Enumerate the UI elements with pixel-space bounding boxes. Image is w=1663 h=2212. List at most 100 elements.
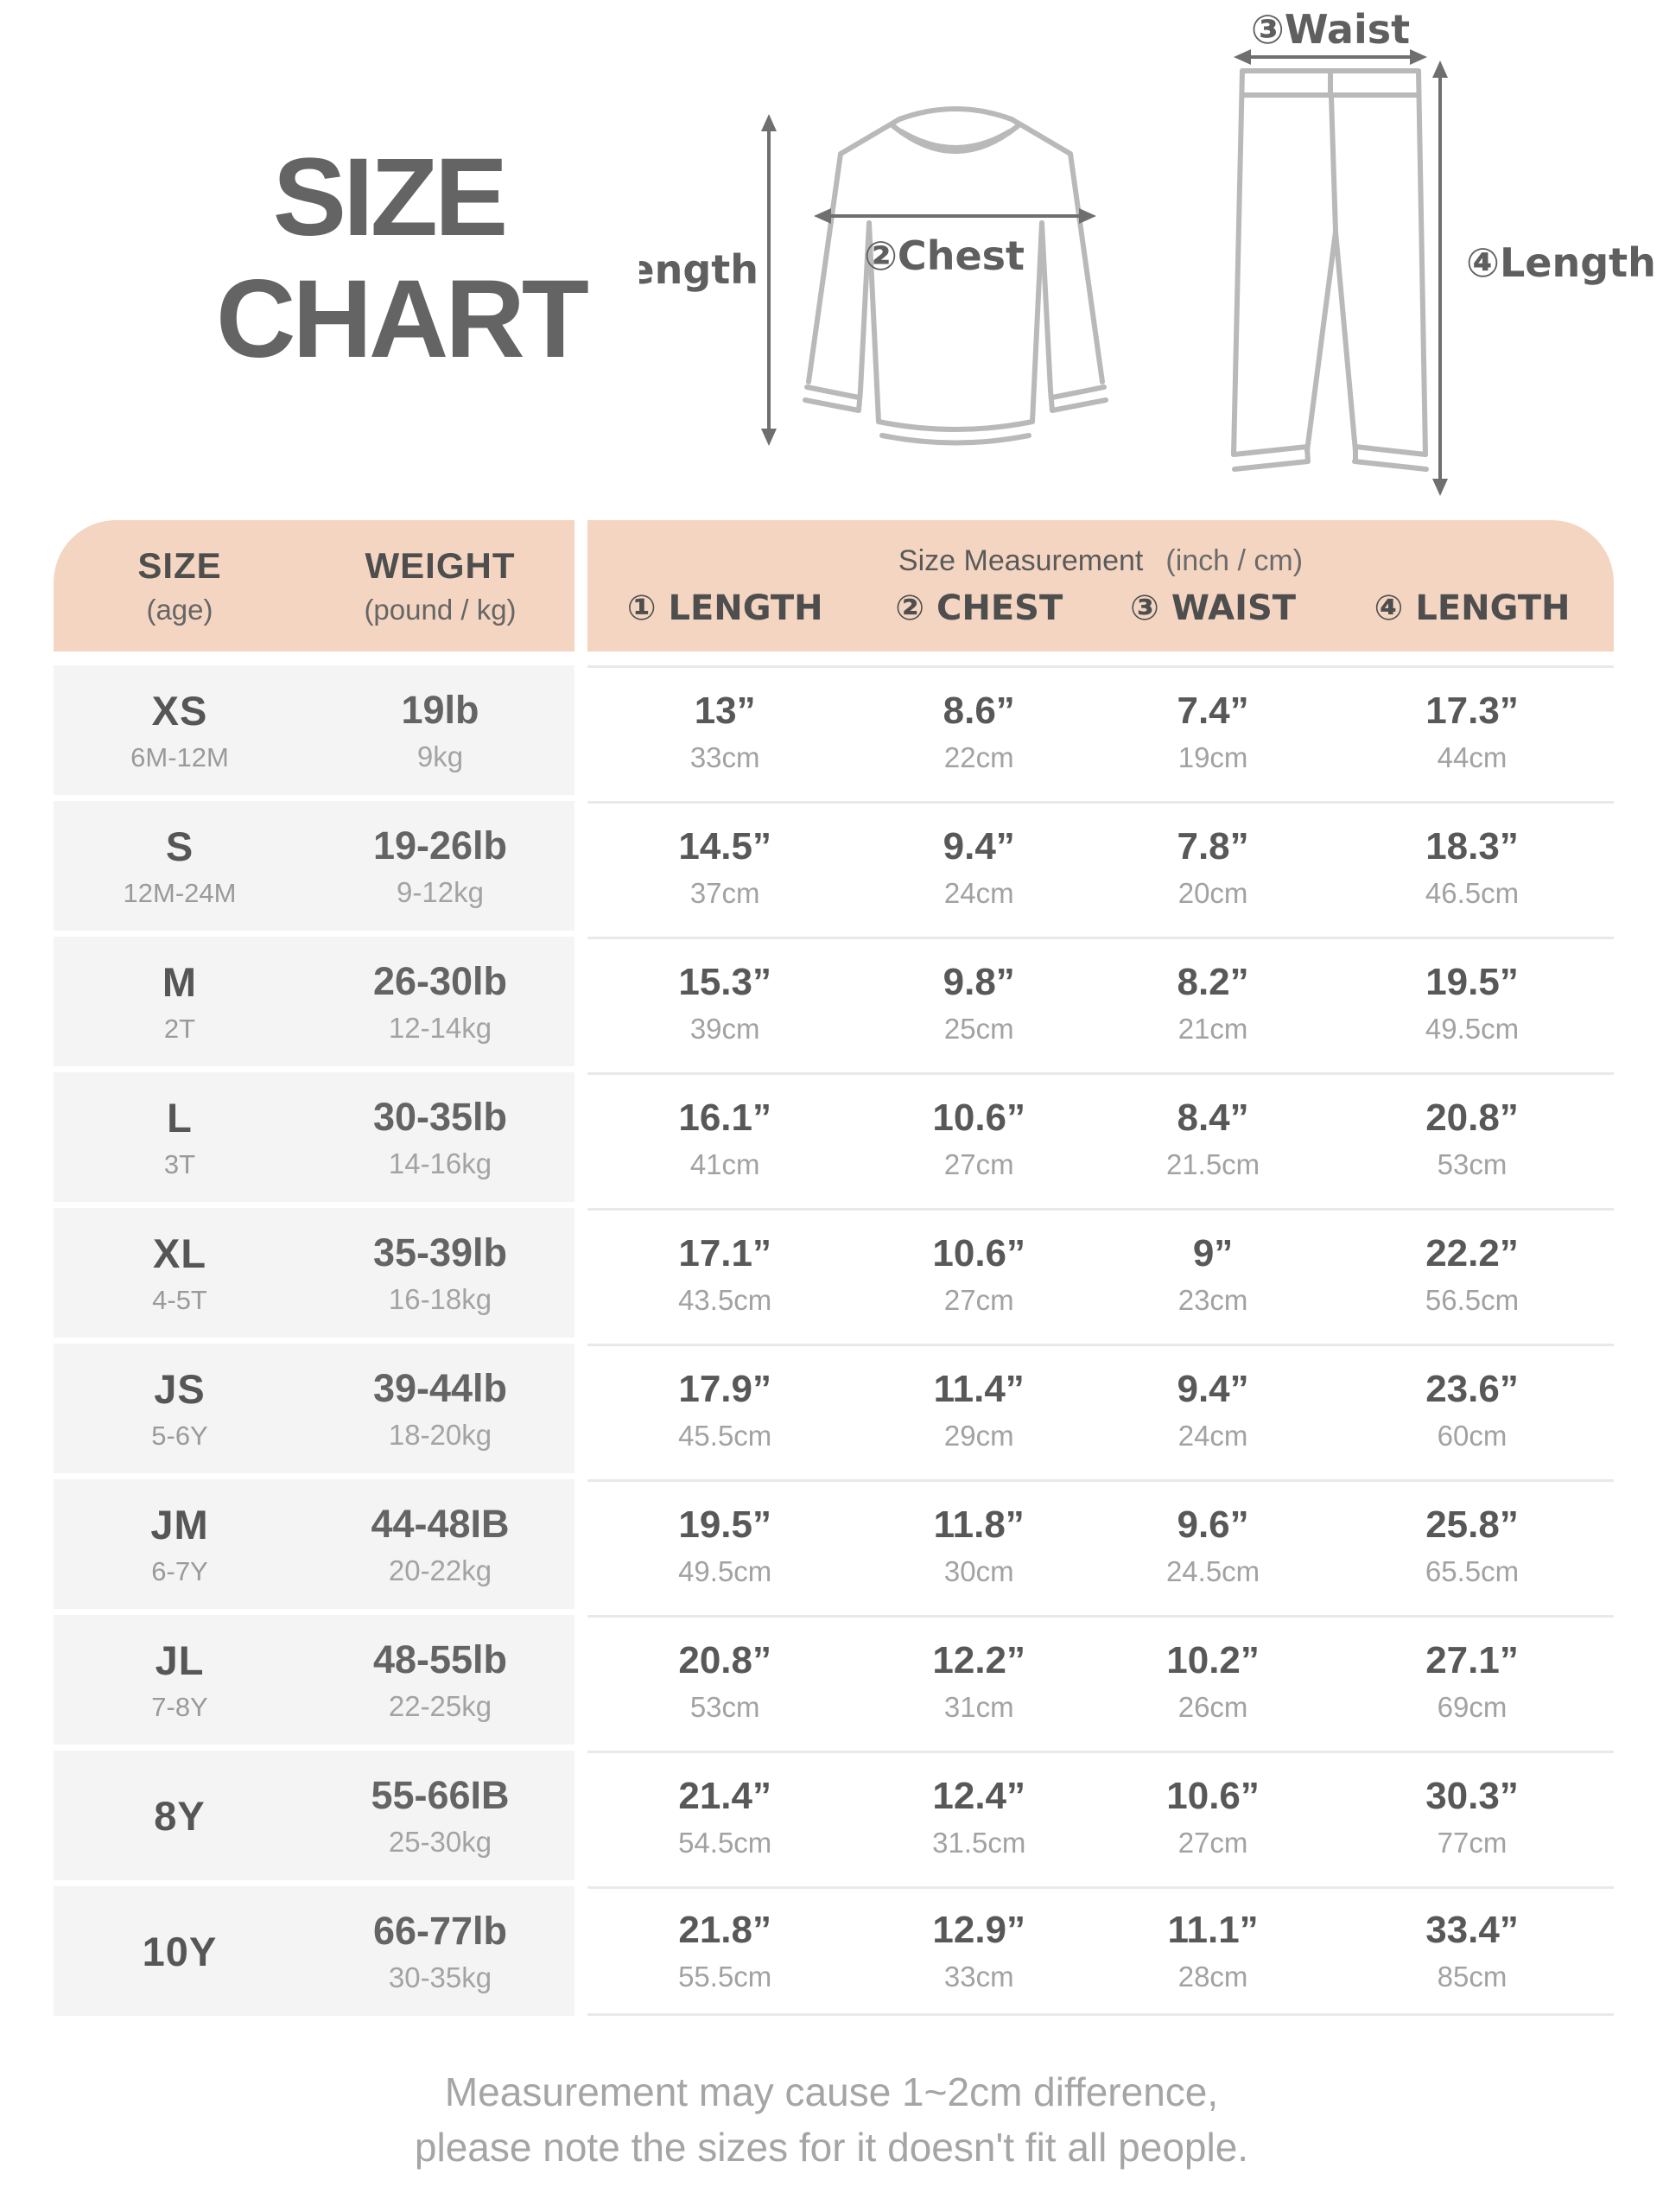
weight-pounds: 26-30lb (372, 958, 508, 1003)
weight-cell: 19lb 9kg (306, 665, 574, 795)
length2-inches: 23.6” (1425, 1367, 1519, 1410)
length2-inches: 20.8” (1425, 1096, 1519, 1139)
column-header-waist: ③ WAIST (1130, 588, 1297, 628)
row-size-weight-block: JS 5-6Y 39-44lb 18-20kg (54, 1344, 574, 1473)
table-row: 10Y 66-77lb 30-35kg 21.8” 55.5cm 12.9” 3… (54, 1886, 1614, 2016)
chest-inches: 8.6” (943, 689, 1015, 732)
weight-pounds: 39-44lb (372, 1365, 508, 1410)
size-cell: JL 7-8Y (54, 1615, 306, 1745)
waist-cell: 8.2” 21cm (1095, 939, 1330, 1066)
weight-column-title: WEIGHT (365, 545, 516, 586)
length2-cell: 19.5” 49.5cm (1330, 939, 1614, 1066)
weight-pounds: 35-39lb (372, 1230, 508, 1274)
size-age-label: 3T (163, 1149, 196, 1179)
length2-cell: 25.8” 65.5cm (1330, 1482, 1614, 1609)
size-label: S (165, 823, 194, 869)
length1-inches: 21.4” (678, 1774, 771, 1817)
waist-inches: 10.6” (1166, 1774, 1260, 1817)
length2-cm: 56.5cm (1425, 1283, 1520, 1316)
row-measurements: 17.1” 43.5cm 10.6” 27cm 9” 23cm 22.2” 56… (587, 1208, 1614, 1338)
measurement-column-headers: ① LENGTH ② CHEST ③ WAIST ④ LENGTH (587, 588, 1614, 628)
size-label: JL (155, 1637, 205, 1683)
length2-cm: 53cm (1437, 1147, 1507, 1180)
shirt-length-arrow (761, 114, 777, 446)
column-header-length1: ① LENGTH (626, 588, 823, 628)
pants-length-label: ④Length (1466, 239, 1656, 286)
waist-cell: 7.4” 19cm (1095, 668, 1330, 795)
row-measurements: 13” 33cm 8.6” 22cm 7.4” 19cm 17.3” 44cm (587, 665, 1614, 795)
size-label: JM (150, 1502, 209, 1548)
waist-cm: 23cm (1177, 1283, 1248, 1316)
size-label: JS (154, 1366, 206, 1412)
size-cell: S 12M-24M (54, 801, 306, 931)
weight-column-subtitle: (pound / kg) (364, 594, 517, 626)
length2-cm: 60cm (1437, 1419, 1507, 1452)
table-row: M 2T 26-30lb 12-14kg 15.3” 39cm 9.8” 25c… (54, 937, 1614, 1066)
waist-cell: 9” 23cm (1095, 1211, 1330, 1338)
size-age-label: 5-6Y (151, 1421, 208, 1451)
weight-pounds: 66-77lb (372, 1908, 508, 1953)
row-measurements: 17.9” 45.5cm 11.4” 29cm 9.4” 24cm 23.6” … (587, 1344, 1614, 1473)
chest-cm: 25cm (943, 1012, 1014, 1045)
weight-cell: 19-26lb 9-12kg (306, 801, 574, 931)
pants-waist-label: ③Waist (1251, 9, 1410, 53)
length1-cm: 43.5cm (678, 1283, 772, 1316)
chest-cm: 22cm (943, 741, 1014, 773)
weight-kilograms: 9kg (416, 740, 464, 772)
size-label: XS (151, 688, 208, 734)
shirt-length-label: ①Length (639, 246, 759, 293)
size-cell: M 2T (54, 937, 306, 1066)
length2-inches: 17.3” (1425, 689, 1519, 732)
chest-cm: 33cm (943, 1961, 1014, 1993)
shirt-chest-label: ②Chest (864, 232, 1025, 279)
length1-cell: 14.5” 37cm (587, 804, 862, 931)
size-age-label: 4-5T (152, 1285, 207, 1315)
pants-length-arrow (1432, 60, 1448, 496)
waist-inches: 7.8” (1177, 824, 1249, 868)
measurement-header-title-row: Size Measurement (inch / cm) (587, 544, 1614, 578)
length1-cell: 21.8” 55.5cm (587, 1889, 862, 2013)
length2-cm: 46.5cm (1425, 876, 1520, 909)
length2-cm: 85cm (1437, 1961, 1507, 1993)
table-row: L 3T 30-35lb 14-16kg 16.1” 41cm 10.6” 27… (54, 1072, 1614, 1202)
chest-inches: 9.8” (943, 960, 1015, 1003)
chest-cell: 12.9” 33cm (862, 1889, 1095, 2013)
length1-cell: 20.8” 53cm (587, 1618, 862, 1745)
size-age-label: 6M-12M (130, 742, 229, 772)
length2-cell: 23.6” 60cm (1330, 1346, 1614, 1473)
table-row: JS 5-6Y 39-44lb 18-20kg 17.9” 45.5cm 11.… (54, 1344, 1614, 1473)
length1-inches: 13” (694, 689, 756, 732)
weight-pounds: 48-55lb (372, 1637, 508, 1681)
weight-kilograms: 22-25kg (388, 1689, 492, 1722)
table-body: XS 6M-12M 19lb 9kg 13” 33cm 8.6” 22cm 7.… (54, 665, 1614, 2016)
length2-inches: 30.3” (1425, 1774, 1519, 1817)
table-row: 8Y 55-66IB 25-30kg 21.4” 54.5cm 12.4” 31… (54, 1751, 1614, 1880)
chest-cell: 10.6” 27cm (862, 1075, 1095, 1202)
waist-cell: 10.2” 26cm (1095, 1618, 1330, 1745)
length1-cell: 17.1” 43.5cm (587, 1211, 862, 1338)
footnote-line1: Measurement may cause 1~2cm difference, (444, 2069, 1219, 2114)
length1-cell: 17.9” 45.5cm (587, 1346, 862, 1473)
weight-kilograms: 16-18kg (388, 1282, 492, 1315)
length2-cm: 77cm (1437, 1826, 1507, 1859)
weight-cell: 39-44lb 18-20kg (306, 1344, 574, 1473)
chest-inches: 12.9” (932, 1909, 1026, 1951)
row-size-weight-block: JM 6-7Y 44-48IB 20-22kg (54, 1479, 574, 1609)
size-cell: XL 4-5T (54, 1208, 306, 1338)
size-label: 8Y (154, 1792, 206, 1839)
waist-cm: 26cm (1177, 1690, 1248, 1723)
chest-cell: 10.6” 27cm (862, 1211, 1095, 1338)
waist-inches: 10.2” (1166, 1638, 1260, 1681)
waist-cm: 20cm (1177, 876, 1248, 909)
row-measurements: 15.3” 39cm 9.8” 25cm 8.2” 21cm 19.5” 49.… (587, 937, 1614, 1066)
length2-inches: 33.4” (1425, 1909, 1519, 1951)
waist-inches: 8.4” (1177, 1096, 1249, 1139)
length2-cm: 65.5cm (1425, 1554, 1520, 1587)
weight-column-header: WEIGHT (pound / kg) (306, 520, 574, 652)
weight-pounds: 44-48IB (371, 1501, 510, 1546)
chest-inches: 10.6” (932, 1231, 1026, 1274)
row-size-weight-block: 10Y 66-77lb 30-35kg (54, 1886, 574, 2016)
waist-cell: 9.4” 24cm (1095, 1346, 1330, 1473)
length1-inches: 14.5” (678, 824, 771, 868)
waist-inches: 11.1” (1167, 1909, 1259, 1951)
